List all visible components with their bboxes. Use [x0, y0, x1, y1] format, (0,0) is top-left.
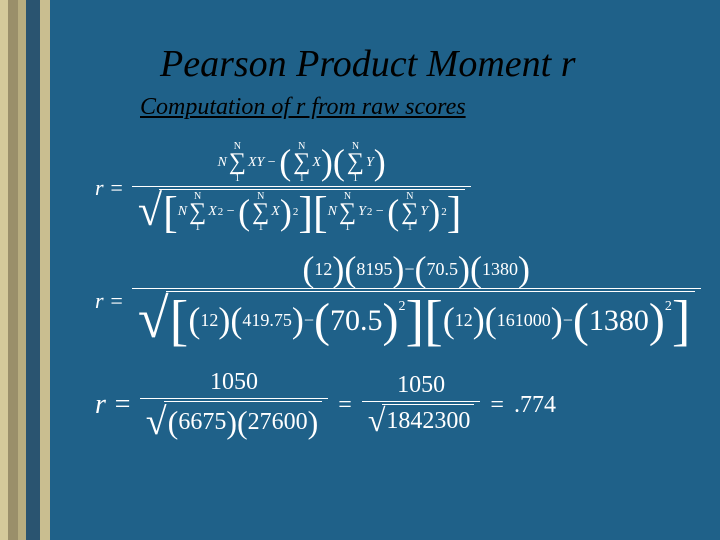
lhs-1: r =: [95, 175, 124, 201]
formula-region: r = N N∑1 XY − ( N∑1 X ) ( N∑1: [95, 140, 701, 461]
slide-title: Pearson Product Moment r: [160, 42, 575, 86]
formula-symbolic: r = N N∑1 XY − ( N∑1 X ) ( N∑1: [95, 140, 701, 235]
lhs-3: r =: [95, 389, 132, 421]
lhs-2: r =: [95, 288, 124, 314]
formula-substituted: r = (12) (8195) − (70.5) (1380) √ [ (12): [95, 253, 701, 349]
left-decoration: [0, 0, 60, 540]
result-value: .774: [514, 392, 556, 419]
slide-subtitle: Computation of r from raw scores: [140, 94, 466, 121]
formula-result: r = 1050 √ (6675) (27600) = 1050 √: [95, 367, 701, 443]
